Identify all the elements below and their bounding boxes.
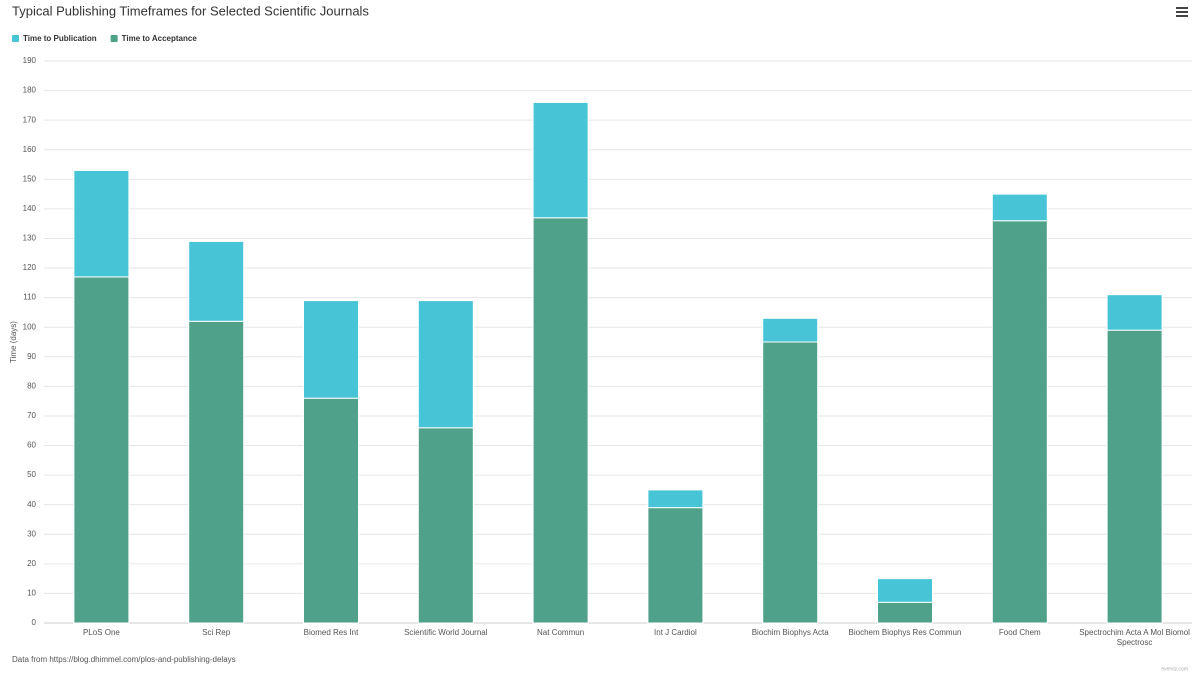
y-tick-label: 10 — [27, 589, 36, 598]
x-tick-label: PLoS One — [82, 628, 120, 637]
y-tick-label: 120 — [23, 263, 37, 272]
x-tick-label: Biochim Biophys Acta — [751, 628, 829, 637]
y-tick-label: 60 — [27, 441, 36, 450]
x-tick-label: Biomed Res Int — [303, 628, 359, 637]
bar — [1106, 294, 1163, 331]
menu-button[interactable] — [1176, 7, 1188, 19]
legend-label: Time to Acceptance — [122, 34, 198, 43]
x-tick-label: Biochem Biophys Res Commun — [848, 628, 962, 637]
legend-swatch — [110, 35, 118, 42]
y-tick-label: 190 — [23, 56, 37, 65]
y-tick-label: 50 — [27, 470, 36, 479]
bar — [417, 427, 474, 624]
y-tick-label: 30 — [27, 529, 36, 538]
x-tick-label: Nat Commun — [537, 628, 585, 637]
legend-label: Time to Publication — [23, 34, 97, 43]
legend-swatch — [12, 35, 19, 42]
y-tick-label: 140 — [23, 204, 37, 213]
y-tick-label: 80 — [27, 381, 36, 390]
y-tick-label: 150 — [23, 174, 37, 183]
y-tick-label: 100 — [23, 322, 37, 331]
bar — [647, 507, 704, 624]
bar — [762, 341, 819, 624]
y-tick-label: 180 — [23, 86, 37, 95]
y-tick-label: 70 — [27, 411, 36, 420]
bar — [1106, 329, 1163, 624]
bar — [532, 101, 589, 219]
y-tick-label: 40 — [27, 500, 36, 509]
bar — [991, 193, 1048, 222]
bar — [73, 169, 130, 278]
bar — [188, 320, 245, 624]
bar — [417, 300, 474, 429]
bar — [991, 220, 1048, 624]
y-tick-label: 0 — [32, 618, 37, 627]
x-tick-label: Food Chem — [998, 628, 1041, 637]
x-tick-label: Spectrochim Acta A Mol Biomol Spectrosc — [1079, 628, 1190, 647]
bar — [877, 601, 933, 624]
x-tick-label: Sci Rep — [202, 628, 231, 637]
y-tick-label: 160 — [23, 145, 37, 154]
y-tick-label: 170 — [23, 115, 37, 124]
x-tick-label: Int J Cardiol — [654, 628, 697, 637]
bar — [188, 240, 245, 322]
chart-title: Typical Publishing Timeframes for Select… — [12, 3, 369, 18]
y-tick-label: 110 — [23, 293, 36, 302]
bar — [303, 300, 359, 399]
bar — [647, 489, 704, 509]
y-tick-label: 20 — [27, 559, 36, 568]
credit: everviz.com — [1161, 666, 1188, 672]
bar — [73, 276, 130, 624]
x-tick-label: Scientific World Journal — [404, 628, 488, 637]
y-tick-label: 130 — [23, 234, 37, 243]
bar — [762, 317, 819, 343]
bar — [303, 397, 359, 624]
bar — [877, 578, 933, 603]
bar — [532, 217, 589, 624]
source-note: Data from https://blog.dhimmel.com/plos-… — [12, 655, 236, 664]
y-tick-label: 90 — [27, 352, 36, 361]
y-axis-title: Time (days) — [9, 321, 18, 363]
